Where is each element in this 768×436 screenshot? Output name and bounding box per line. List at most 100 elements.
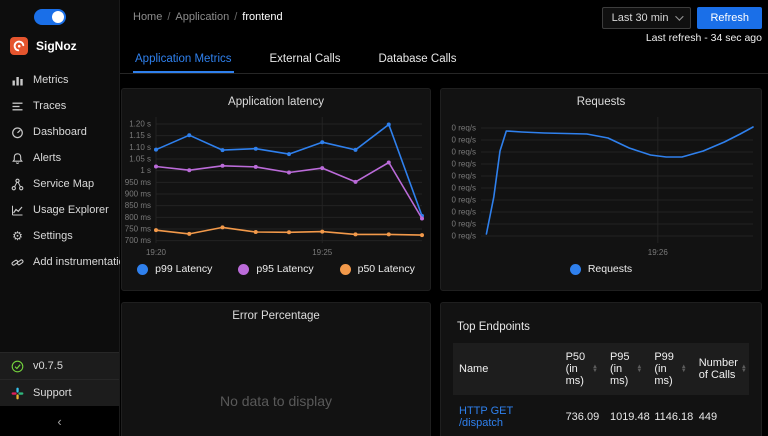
- svg-text:0 req/s: 0 req/s: [452, 220, 476, 229]
- toggle-knob: [52, 11, 64, 23]
- panel-title: Error Percentage: [232, 310, 320, 322]
- table-row: HTTP GET /dispatch 736.09 1019.48 1146.1…: [453, 395, 749, 436]
- line-chart-icon: [12, 205, 23, 215]
- svg-text:750 ms: 750 ms: [125, 225, 151, 234]
- svg-text:0 req/s: 0 req/s: [452, 196, 476, 205]
- column-label: P50 (in ms): [565, 351, 586, 387]
- sidebar-item-add-instrumentation[interactable]: Add instrumentation: [0, 249, 131, 275]
- endpoints-table: Name P50 (in ms) ▲ ▼ P95 (in ms) ▲ ▼ P99 (in…: [453, 343, 749, 436]
- requests-chart[interactable]: 19:26 0 req/s 0 req/s 0 req/s 0 req/s 0 req/s…: [441, 111, 761, 259]
- sidebar-item-label: Service Map: [33, 178, 95, 190]
- sort-icon[interactable]: ▲ ▼: [680, 364, 687, 374]
- column-label: P95 (in ms): [609, 351, 630, 387]
- sidebar-item-label: Traces: [33, 100, 67, 112]
- sidebar-nav: Metrics Traces Dashboard Alerts: [0, 59, 131, 275]
- top-endpoints-panel: Top Endpoints Name P50 (in ms) ▲ ▼ P95 (in…: [440, 302, 762, 436]
- legend-item[interactable]: p95 Latency: [238, 263, 314, 275]
- column-header-p99[interactable]: P99 (in ms) ▲ ▼: [648, 343, 692, 395]
- header-controls: Last 30 min Refresh: [601, 7, 762, 29]
- panel-title: Requests: [576, 96, 626, 108]
- sidebar-item-traces[interactable]: Traces: [0, 93, 119, 119]
- legend-dot-icon: [238, 263, 250, 275]
- endpoint-link[interactable]: HTTP GET /dispatch: [453, 395, 560, 436]
- gauge-icon: [12, 126, 23, 138]
- main-content: Home / Application / frontend Last 30 min Re…: [120, 0, 768, 436]
- table-title: Top Endpoints: [457, 321, 530, 333]
- sidebar-footer: v0.7.5 Support ‹: [0, 352, 119, 436]
- sidebar-item-label: Add instrumentation: [33, 256, 131, 268]
- table-header-row: Name P50 (in ms) ▲ ▼ P95 (in ms) ▲ ▼ P99 (in…: [453, 343, 749, 395]
- breadcrumb-application[interactable]: Application: [175, 11, 230, 23]
- sidebar-item-settings[interactable]: ⚙ Settings: [0, 223, 119, 249]
- svg-text:1.15 s: 1.15 s: [129, 131, 151, 140]
- svg-text:1.20 s: 1.20 s: [129, 120, 151, 129]
- tab-application-metrics[interactable]: Application Metrics: [133, 53, 234, 73]
- svg-text:850 ms: 850 ms: [125, 201, 151, 210]
- legend-label: p95 Latency: [256, 263, 314, 275]
- breadcrumb-home[interactable]: Home: [133, 11, 163, 23]
- sort-icon[interactable]: ▲ ▼: [740, 364, 747, 374]
- time-range-value: Last 30 min: [611, 12, 669, 24]
- breadcrumb-separator: /: [167, 11, 171, 23]
- svg-text:0 req/s: 0 req/s: [452, 136, 476, 145]
- sidebar-item-usage-explorer[interactable]: Usage Explorer: [0, 197, 119, 223]
- support-label: Support: [33, 387, 72, 399]
- requests-panel: Requests 19:26 0 req/s 0 req/s 0 req/s 0 req…: [440, 88, 762, 291]
- column-header-number-of-calls[interactable]: Number of Calls ▲ ▼: [693, 343, 749, 395]
- p95-value: 1019.48: [603, 395, 650, 436]
- svg-text:0 req/s: 0 req/s: [452, 124, 476, 133]
- tab-external-calls[interactable]: External Calls: [269, 53, 341, 65]
- bell-icon: [12, 152, 23, 164]
- svg-text:19:26: 19:26: [648, 248, 669, 257]
- sidebar-item-service-map[interactable]: Service Map: [0, 171, 119, 197]
- last-refresh-status: Last refresh - 34 sec ago: [645, 32, 762, 44]
- svg-text:1.05 s: 1.05 s: [129, 155, 151, 164]
- legend-item[interactable]: p99 Latency: [137, 263, 212, 275]
- svg-text:0 req/s: 0 req/s: [452, 172, 476, 181]
- sort-icon[interactable]: ▲ ▼: [592, 364, 598, 374]
- sort-icon[interactable]: ▲ ▼: [636, 364, 643, 374]
- panel-title: Application latency: [228, 96, 324, 108]
- column-header-p50[interactable]: P50 (in ms) ▲ ▼: [560, 343, 604, 395]
- bar-chart-icon: [12, 76, 23, 85]
- svg-text:0 req/s: 0 req/s: [452, 148, 476, 157]
- svg-text:700 ms: 700 ms: [125, 236, 151, 245]
- p99-value: 1146.18: [648, 395, 693, 436]
- error-percentage-panel: Error Percentage No data to display: [121, 302, 431, 436]
- chevron-down-icon: [675, 12, 685, 21]
- tab-database-calls[interactable]: Database Calls: [378, 53, 457, 65]
- breadcrumb-current: frontend: [242, 11, 283, 23]
- svg-text:19:25: 19:25: [312, 248, 333, 257]
- tab-bar: Application Metrics External Calls Datab…: [120, 53, 768, 74]
- svg-text:0 req/s: 0 req/s: [452, 184, 476, 193]
- brand-name: SigNoz: [36, 39, 77, 53]
- sidebar-item-metrics[interactable]: Metrics: [0, 67, 119, 93]
- signoz-logo-row[interactable]: SigNoz: [0, 27, 119, 59]
- version-label: v0.7.5: [33, 360, 63, 372]
- sidebar-collapse-button[interactable]: ‹: [0, 406, 119, 436]
- latency-legend: p99 Latency p95 Latency p50 Latency: [122, 263, 430, 275]
- sidebar-item-label: Usage Explorer: [33, 204, 109, 216]
- theme-toggle-switch[interactable]: [34, 9, 66, 25]
- sidebar-item-label: Alerts: [33, 152, 62, 164]
- svg-text:1.10 s: 1.10 s: [129, 143, 151, 152]
- sidebar-item-label: Dashboard: [33, 126, 87, 138]
- legend-item[interactable]: Requests: [569, 263, 632, 275]
- sidebar-item-dashboard[interactable]: Dashboard: [0, 119, 119, 145]
- svg-text:800 ms: 800 ms: [125, 213, 151, 222]
- refresh-button[interactable]: Refresh: [697, 7, 762, 29]
- list-icon: [12, 102, 23, 110]
- check-circle-icon: [11, 360, 24, 372]
- latency-chart[interactable]: 19:20 19:25 1.20 s 1.15 s 1.10 s 1.05 s 1 s 950…: [122, 111, 430, 259]
- application-latency-panel: Application latency 19:20 19:25 1.20 s 1.15…: [121, 88, 431, 291]
- svg-text:950 ms: 950 ms: [125, 178, 151, 187]
- time-range-dropdown[interactable]: Last 30 min: [601, 7, 692, 29]
- sidebar-item-alerts[interactable]: Alerts: [0, 145, 119, 171]
- sidebar-item-label: Settings: [33, 230, 73, 242]
- support-row[interactable]: Support: [0, 379, 119, 406]
- version-row: v0.7.5: [0, 352, 119, 379]
- legend-item[interactable]: p50 Latency: [339, 263, 415, 275]
- column-header-p95[interactable]: P95 (in ms) ▲ ▼: [604, 343, 648, 395]
- legend-dot-icon: [339, 263, 351, 275]
